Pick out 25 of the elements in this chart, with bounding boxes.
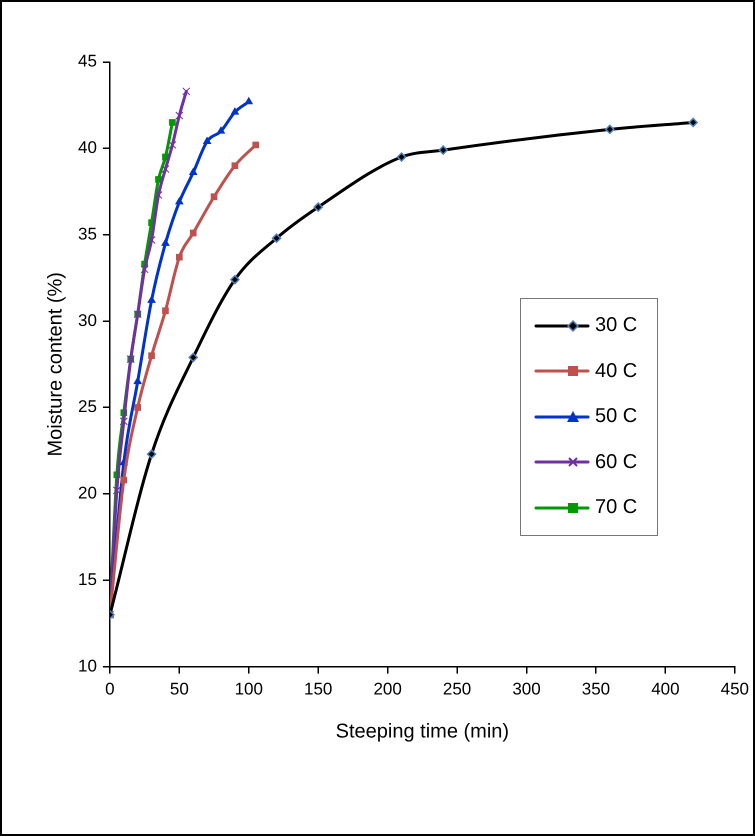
y-tick-label: 10 <box>78 656 97 676</box>
legend-label: 50 C <box>595 405 638 428</box>
y-tick-label: 40 <box>78 138 97 158</box>
y-tick-label: 15 <box>78 570 97 589</box>
legend-label: 60 C <box>595 450 638 474</box>
x-tick-label: 250 <box>442 679 472 698</box>
x-tick-label: 100 <box>234 679 263 698</box>
x-tick-label: 200 <box>373 679 402 698</box>
y-tick-label: 35 <box>78 224 97 244</box>
legend-label: 70 C <box>595 496 638 520</box>
legend-label: 40 C <box>595 360 638 383</box>
x-tick-label: 0 <box>105 679 115 698</box>
legend-label: 30 C <box>595 314 638 338</box>
x-tick-label: 350 <box>582 679 610 698</box>
y-tick-label: 20 <box>78 484 97 503</box>
y-axis-title: Moisture content (%) <box>44 272 67 457</box>
y-tick-label: 30 <box>78 310 97 330</box>
y-tick-label: 45 <box>78 52 97 71</box>
x-tick-label: 50 <box>170 679 189 698</box>
x-tick-label: 150 <box>304 679 332 698</box>
y-tick-label: 25 <box>78 397 97 416</box>
x-tick-label: 300 <box>512 679 541 698</box>
x-tick-label: 400 <box>651 679 680 698</box>
x-axis-title: Steeping time (min) <box>336 720 510 743</box>
x-tick-label: 450 <box>720 679 750 698</box>
